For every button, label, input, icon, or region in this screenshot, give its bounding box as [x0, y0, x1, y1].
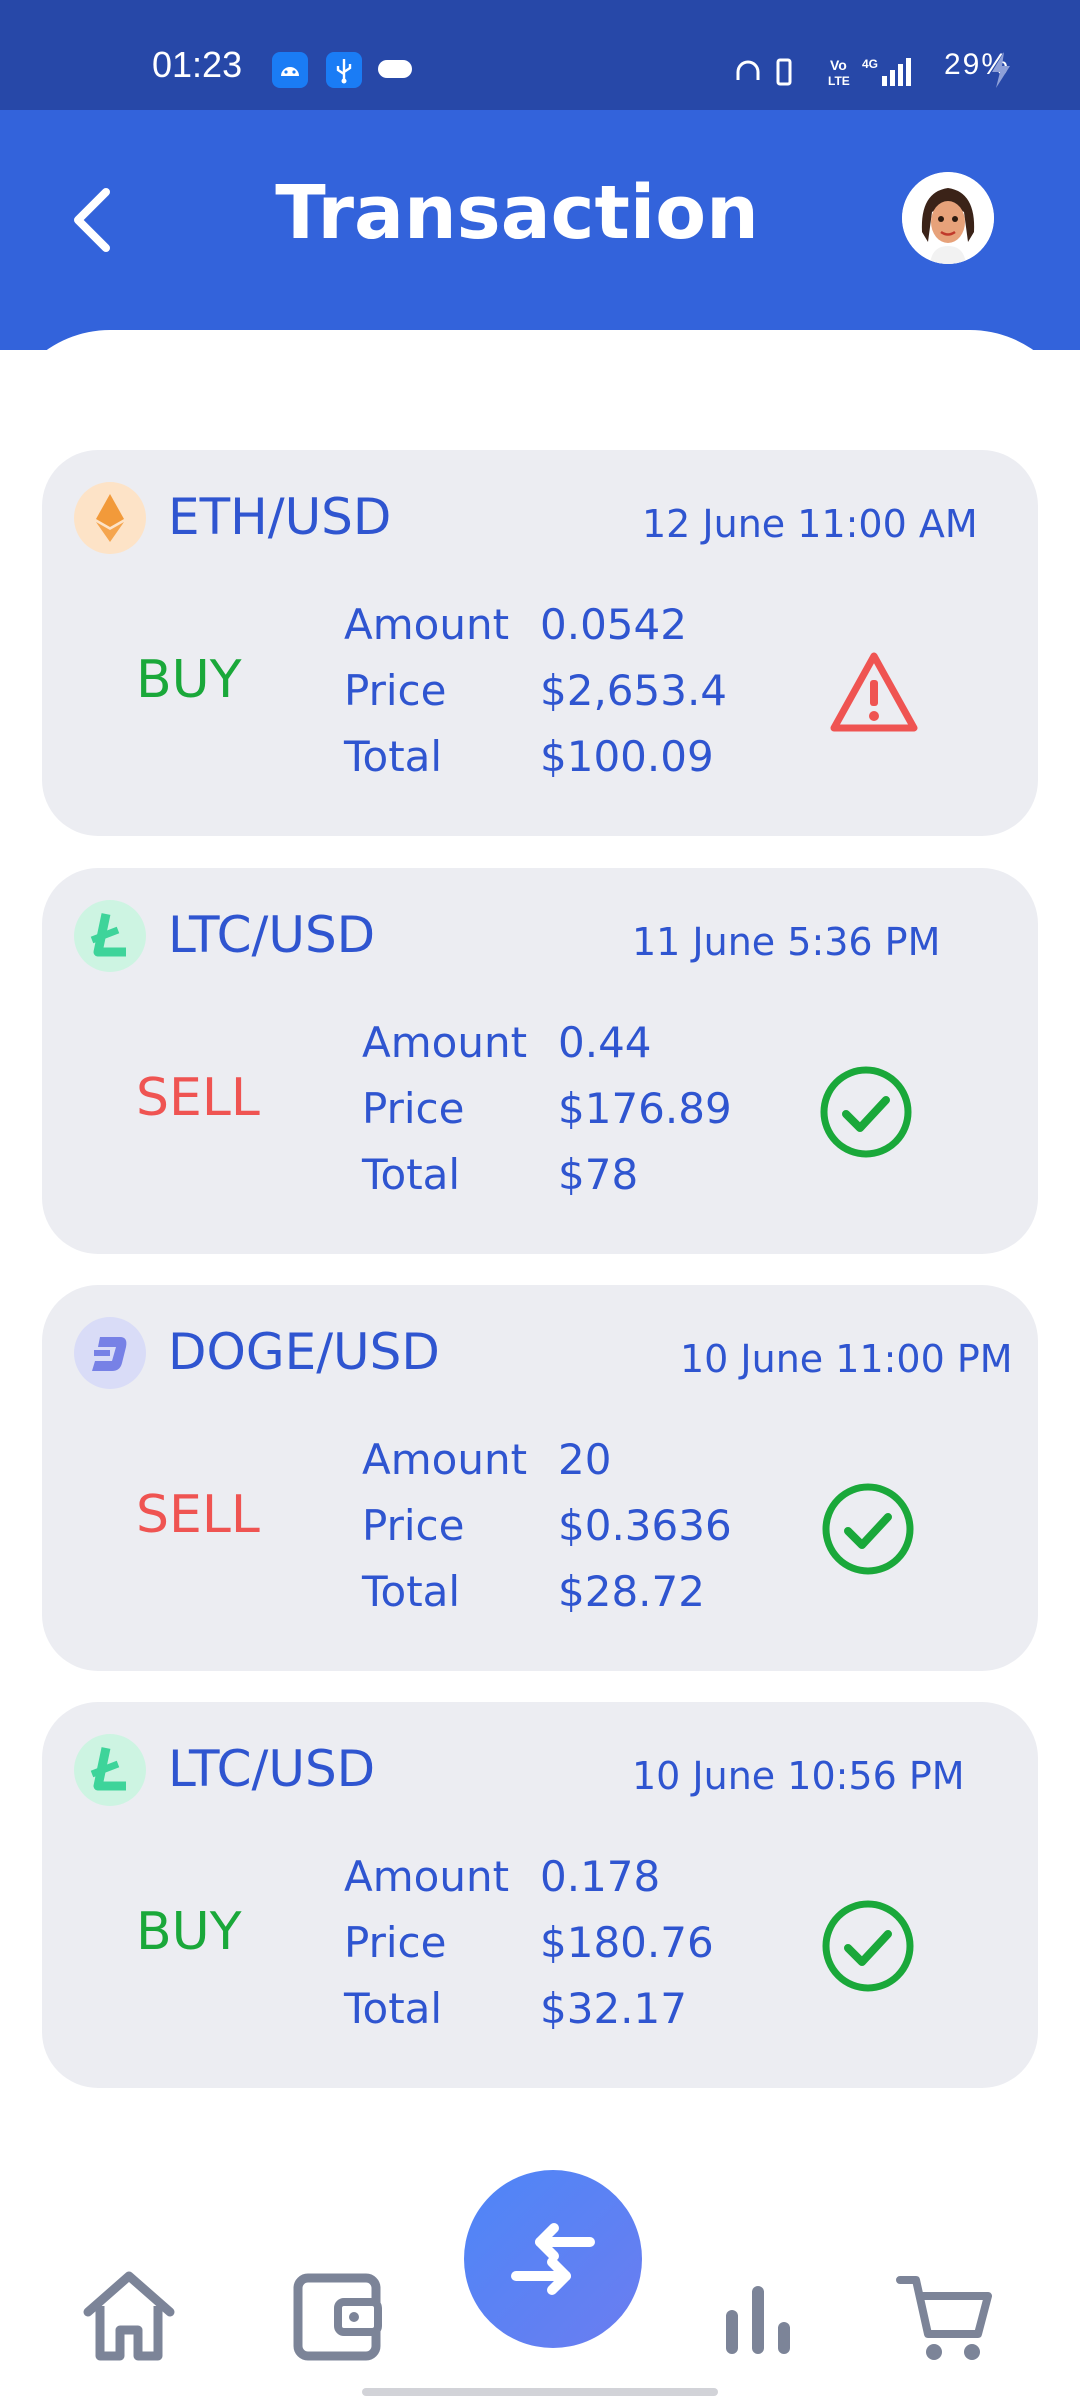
details-block: Amount 20 Price $0.3636 Total $28.72 — [362, 1427, 732, 1625]
transaction-date: 11 June 5:36 PM — [632, 920, 941, 964]
wallet-icon — [293, 2273, 382, 2361]
bar-chart-icon — [726, 2286, 790, 2354]
page-title: Transaction — [275, 170, 759, 256]
transaction-date: 12 June 11:00 AM — [642, 502, 978, 546]
total-value: $78 — [558, 1150, 639, 1199]
ethereum-icon — [74, 482, 146, 554]
total-value: $100.09 — [540, 732, 714, 781]
home-icon — [83, 2271, 175, 2361]
check-circle-icon — [822, 1900, 914, 1992]
transaction-date: 10 June 11:00 PM — [680, 1337, 1013, 1381]
svg-text:LTE: LTE — [828, 74, 850, 88]
svg-text:4G: 4G — [862, 57, 878, 71]
total-value: $28.72 — [558, 1567, 705, 1616]
chevron-left-icon — [74, 188, 110, 252]
amount-value: 0.178 — [540, 1852, 661, 1901]
pair-label: ETH/USD — [168, 488, 392, 546]
details-block: Amount 0.178 Price $180.76 Total $32.17 — [344, 1844, 714, 2042]
price-label: Price — [344, 1918, 447, 1967]
back-button[interactable] — [60, 180, 130, 260]
swap-icon — [511, 2223, 595, 2295]
nav-stats[interactable] — [704, 2260, 814, 2370]
pair-label: LTC/USD — [168, 1740, 376, 1798]
transaction-card[interactable]: DOGE/USD 10 June 11:00 PM SELL Amount 20 … — [42, 1285, 1038, 1671]
status-time: 01:23 — [152, 44, 243, 85]
nav-wallet[interactable] — [282, 2260, 392, 2370]
litecoin-icon — [74, 1734, 146, 1806]
warning-icon — [830, 652, 918, 732]
bottom-nav — [0, 2150, 1080, 2400]
check-circle-icon — [822, 1483, 914, 1575]
transaction-card[interactable]: ETH/USD 12 June 11:00 AM BUY Amount 0.054… — [42, 450, 1038, 836]
total-label: Total — [362, 1567, 461, 1616]
amount-label: Amount — [344, 600, 510, 649]
amount-value: 20 — [558, 1435, 612, 1484]
amount-value: 0.0542 — [540, 600, 687, 649]
nav-cart[interactable] — [890, 2260, 1000, 2370]
amount-label: Amount — [344, 1852, 510, 1901]
side-label: BUY — [136, 650, 242, 710]
nav-swap[interactable] — [464, 2170, 642, 2348]
user-avatar-icon — [902, 172, 994, 264]
total-label: Total — [344, 1984, 443, 2033]
nav-home[interactable] — [74, 2260, 184, 2370]
price-label: Price — [362, 1084, 465, 1133]
usb-icon — [326, 52, 362, 88]
side-label: SELL — [136, 1485, 260, 1545]
transaction-card[interactable]: LTC/USD 10 June 10:56 PM BUY Amount 0.178… — [42, 1702, 1038, 2088]
avatar[interactable] — [902, 172, 994, 264]
dash-coin-icon — [74, 1317, 146, 1389]
total-value: $32.17 — [540, 1984, 687, 2033]
transaction-card[interactable]: LTC/USD 11 June 5:36 PM SELL Amount 0.44 … — [42, 868, 1038, 1254]
total-label: Total — [344, 732, 443, 781]
pair-label: DOGE/USD — [168, 1323, 440, 1381]
details-block: Amount 0.0542 Price $2,653.4 Total $100.09 — [344, 592, 727, 790]
amount-value: 0.44 — [558, 1018, 652, 1067]
home-indicator — [362, 2388, 718, 2396]
price-value: $0.3636 — [558, 1501, 732, 1550]
price-label: Price — [344, 666, 447, 715]
price-value: $2,653.4 — [540, 666, 728, 715]
price-label: Price — [362, 1501, 465, 1550]
amount-label: Amount — [362, 1435, 528, 1484]
amount-label: Amount — [362, 1018, 528, 1067]
signal-4g-icon: Vo LTE 4G — [736, 57, 911, 88]
total-label: Total — [362, 1150, 461, 1199]
transaction-date: 10 June 10:56 PM — [632, 1754, 965, 1798]
cart-icon — [896, 2276, 992, 2360]
status-bar: 01:23 Vo LTE 4G 29% — [0, 0, 1080, 110]
svg-text:Vo: Vo — [830, 57, 847, 73]
check-circle-icon — [820, 1066, 912, 1158]
battery-charging-icon — [992, 52, 1010, 88]
price-value: $176.89 — [558, 1084, 732, 1133]
litecoin-icon — [74, 900, 146, 972]
android-notification-icon — [272, 52, 308, 88]
cloud-icon — [378, 60, 412, 78]
side-label: BUY — [136, 1902, 242, 1962]
price-value: $180.76 — [540, 1918, 714, 1967]
app-header: Transaction — [0, 110, 1080, 350]
side-label: SELL — [136, 1068, 260, 1128]
details-block: Amount 0.44 Price $176.89 Total $78 — [362, 1010, 732, 1208]
pair-label: LTC/USD — [168, 906, 376, 964]
